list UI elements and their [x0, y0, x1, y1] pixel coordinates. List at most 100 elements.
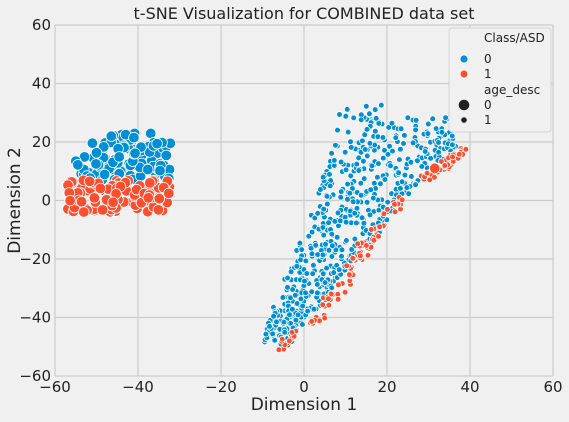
- point-class-1-age-1: [391, 201, 398, 208]
- point-class-1-age-1: [376, 223, 383, 231]
- y-tick-label: −20: [19, 250, 51, 268]
- point-class-0-age-1: [363, 199, 371, 206]
- point-class-0-age-1: [310, 261, 317, 269]
- point-class-0-age-1: [301, 277, 308, 285]
- point-class-1-age-1: [384, 206, 391, 213]
- point-class-0-age-0: [98, 168, 111, 181]
- point-class-1-age-0: [153, 192, 166, 205]
- point-class-0-age-1: [389, 147, 396, 155]
- point-class-0-age-1: [366, 140, 374, 147]
- point-class-1-age-1: [327, 290, 335, 298]
- point-class-0-age-1: [309, 270, 317, 278]
- point-class-0-age-1: [397, 125, 405, 132]
- point-class-0-age-1: [348, 246, 356, 253]
- legend-hue-title: Class/ASD: [484, 31, 545, 45]
- point-class-0-age-0: [105, 130, 118, 142]
- x-tick-label: 20: [377, 378, 396, 396]
- point-class-0-age-1: [427, 155, 434, 162]
- point-class-0-age-1: [429, 115, 437, 123]
- point-class-0-age-1: [396, 156, 403, 163]
- chart-title: t-SNE Visualization for COMBINED data se…: [134, 4, 475, 23]
- point-class-1-age-0: [142, 192, 155, 204]
- point-class-0-age-1: [398, 178, 406, 186]
- point-class-1-age-1: [455, 151, 463, 158]
- point-class-1-age-1: [325, 295, 332, 303]
- point-class-0-age-1: [293, 262, 301, 270]
- point-class-1-age-1: [275, 346, 283, 354]
- point-class-0-age-1: [435, 139, 442, 146]
- point-class-0-age-1: [379, 134, 387, 141]
- point-class-0-age-1: [289, 305, 296, 313]
- point-class-0-age-1: [299, 302, 307, 310]
- point-class-0-age-1: [438, 128, 446, 136]
- point-class-0-age-1: [310, 305, 318, 313]
- point-class-1-age-1: [319, 301, 327, 309]
- point-class-0-age-1: [313, 281, 321, 288]
- point-class-0-age-1: [326, 182, 334, 190]
- point-class-0-age-1: [397, 145, 404, 153]
- y-tick-label: 0: [41, 192, 51, 210]
- point-class-0-age-0: [86, 137, 99, 149]
- point-class-1-age-1: [423, 169, 431, 177]
- point-class-0-age-1: [294, 311, 302, 319]
- point-class-0-age-0: [160, 149, 173, 162]
- point-class-0-age-1: [326, 171, 333, 178]
- point-class-0-age-1: [325, 247, 333, 254]
- point-class-0-age-1: [328, 150, 335, 157]
- point-class-0-age-1: [337, 194, 345, 201]
- x-axis-label: Dimension 1: [251, 395, 358, 415]
- point-class-0-age-1: [361, 131, 369, 139]
- point-class-1-age-0: [64, 194, 76, 207]
- point-class-0-age-1: [371, 106, 379, 113]
- point-class-1-age-0: [429, 162, 441, 175]
- point-class-0-age-0: [128, 131, 140, 144]
- point-class-0-age-1: [449, 141, 456, 149]
- point-class-0-age-1: [296, 239, 304, 247]
- point-class-0-age-1: [355, 154, 363, 162]
- point-class-0-age-1: [325, 219, 332, 227]
- point-class-0-age-1: [273, 318, 280, 326]
- point-class-0-age-1: [344, 128, 352, 136]
- legend-marker-age-1: [461, 117, 467, 123]
- point-class-0-age-1: [347, 172, 355, 180]
- point-class-0-age-1: [299, 321, 306, 328]
- point-class-0-age-1: [401, 132, 408, 139]
- point-class-0-age-1: [418, 163, 426, 170]
- point-class-0-age-1: [337, 188, 345, 195]
- point-class-0-age-1: [344, 196, 351, 203]
- point-class-0-age-1: [319, 173, 327, 181]
- point-class-0-age-1: [291, 291, 299, 299]
- legend-box: [448, 27, 552, 133]
- point-class-0-age-1: [387, 162, 394, 170]
- point-class-0-age-1: [360, 175, 368, 182]
- point-class-1-age-1: [288, 328, 296, 336]
- point-class-0-age-1: [333, 234, 341, 241]
- point-class-0-age-1: [317, 186, 324, 193]
- point-class-0-age-1: [284, 274, 291, 282]
- point-class-0-age-1: [359, 137, 366, 145]
- point-class-0-age-1: [375, 160, 382, 167]
- point-class-0-age-1: [319, 270, 327, 278]
- point-class-0-age-1: [424, 130, 432, 137]
- point-class-0-age-1: [319, 224, 327, 231]
- point-class-0-age-1: [371, 127, 379, 135]
- point-class-1-age-1: [380, 210, 388, 218]
- point-class-1-age-1: [398, 196, 406, 204]
- point-class-1-age-1: [363, 242, 370, 249]
- point-class-0-age-0: [72, 159, 84, 171]
- point-class-0-age-1: [349, 198, 357, 206]
- point-class-0-age-1: [338, 252, 345, 260]
- point-class-0-age-1: [384, 198, 392, 206]
- point-class-1-age-0: [96, 204, 109, 216]
- point-class-0-age-1: [363, 126, 371, 133]
- point-class-1-age-0: [144, 177, 156, 189]
- tick-labels: −60 −40 −20 0 20 40 60 −60 −40 −20 0 20 40 60: [19, 16, 562, 396]
- point-class-0-age-1: [303, 270, 311, 277]
- point-class-1-age-0: [78, 206, 90, 218]
- point-class-1-age-1: [343, 262, 351, 270]
- point-class-0-age-1: [312, 242, 320, 249]
- point-class-0-age-1: [331, 218, 339, 225]
- point-class-0-age-1: [338, 246, 346, 254]
